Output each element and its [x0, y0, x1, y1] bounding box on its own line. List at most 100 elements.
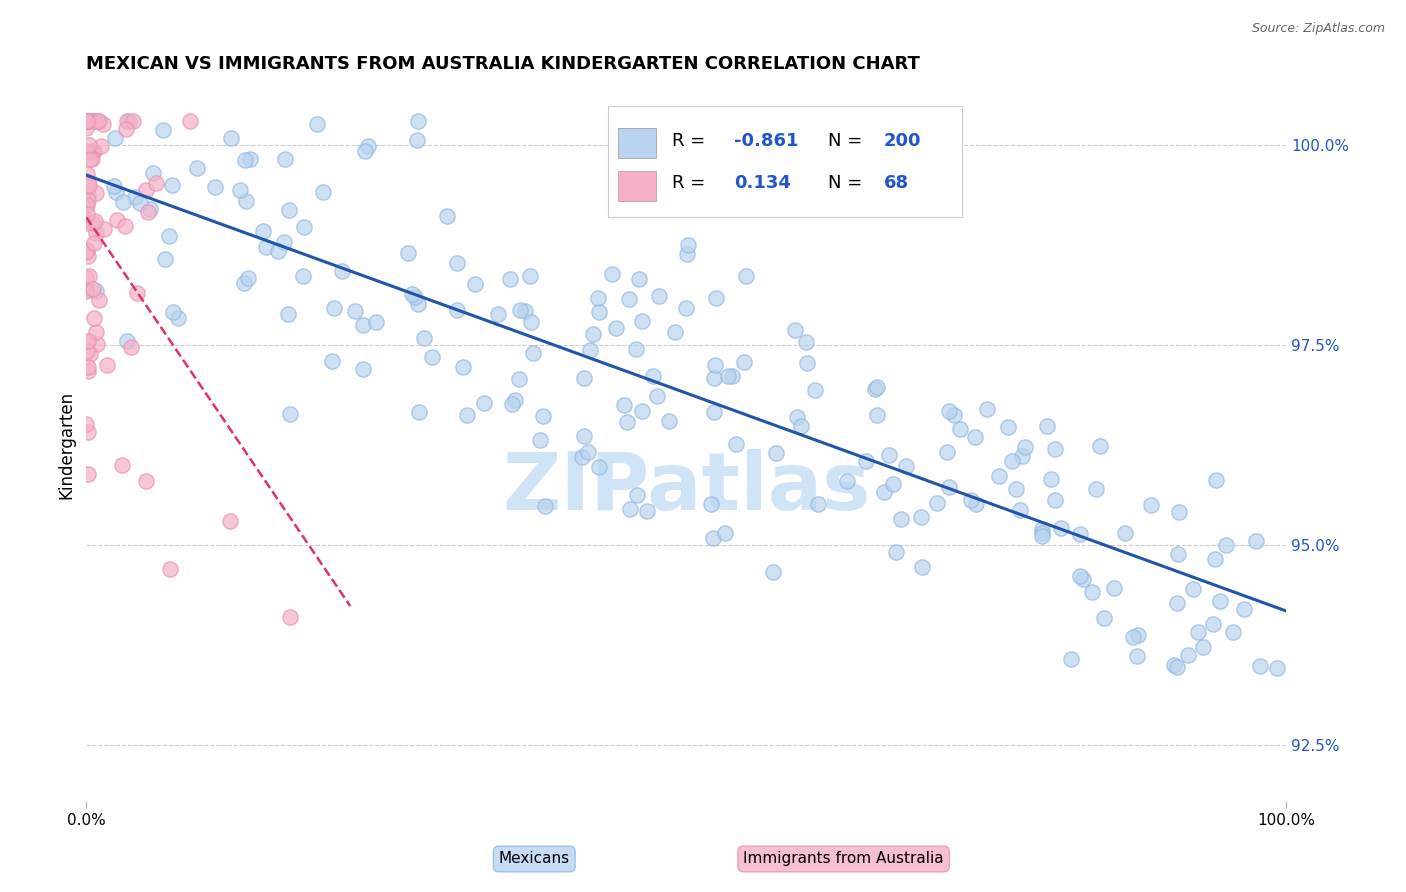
Point: [267, 244, 290, 258]
Point: [76, 360, 98, 375]
Point: [1045, 442, 1067, 456]
Point: [152, 123, 174, 137]
Point: [291, 269, 314, 284]
Point: [408, 405, 430, 419]
Point: [219, 514, 242, 528]
Point: [943, 408, 966, 422]
Text: 200: 200: [884, 132, 921, 150]
Point: [86, 337, 108, 351]
Point: [1215, 538, 1237, 552]
Point: [96, 359, 118, 373]
Point: [910, 510, 932, 524]
Point: [1205, 474, 1227, 488]
Point: [75, 335, 97, 350]
Point: [124, 189, 146, 203]
Point: [103, 179, 125, 194]
Point: [572, 428, 595, 442]
Text: ZIPatlas: ZIPatlas: [502, 449, 870, 526]
Point: [456, 408, 478, 422]
Point: [627, 272, 650, 286]
Point: [204, 179, 226, 194]
Point: [1265, 661, 1288, 675]
Point: [626, 342, 648, 356]
Point: [84, 214, 107, 228]
Point: [619, 502, 641, 516]
Point: [413, 331, 436, 345]
Point: [252, 224, 274, 238]
Point: [330, 264, 353, 278]
Point: [534, 499, 557, 513]
Point: [630, 313, 652, 327]
Point: [1090, 439, 1112, 453]
Point: [631, 404, 654, 418]
Point: [446, 255, 468, 269]
Point: [75, 284, 97, 298]
Point: [232, 276, 254, 290]
Point: [486, 307, 509, 321]
Point: [120, 339, 142, 353]
Point: [76, 244, 98, 258]
Point: [82, 145, 104, 159]
Point: [600, 267, 623, 281]
Point: [866, 408, 889, 422]
Point: [278, 203, 301, 218]
Point: [354, 144, 377, 158]
Point: [1008, 502, 1031, 516]
Point: [965, 497, 987, 511]
Point: [733, 355, 755, 369]
Point: [783, 323, 806, 337]
Point: [796, 356, 818, 370]
Point: [1080, 585, 1102, 599]
Point: [75, 113, 97, 128]
Point: [501, 397, 523, 411]
Point: [717, 369, 740, 384]
Point: [645, 389, 668, 403]
Point: [965, 430, 987, 444]
Point: [136, 204, 159, 219]
Point: [997, 420, 1019, 434]
Point: [890, 512, 912, 526]
Point: [75, 269, 97, 284]
Point: [613, 398, 636, 412]
Point: [976, 402, 998, 417]
Point: [519, 268, 541, 283]
Point: [76, 425, 98, 440]
Point: [927, 496, 949, 510]
Point: [82, 113, 104, 128]
Point: [75, 113, 97, 128]
Point: [1060, 652, 1083, 666]
Point: [157, 228, 180, 243]
Point: [366, 315, 388, 329]
Point: [1031, 525, 1053, 540]
Text: -0.861: -0.861: [734, 132, 799, 150]
Point: [79, 153, 101, 167]
Point: [790, 418, 813, 433]
Point: [648, 289, 671, 303]
Point: [1244, 534, 1267, 549]
Point: [93, 222, 115, 236]
FancyBboxPatch shape: [609, 106, 962, 217]
Point: [322, 301, 344, 316]
Point: [352, 318, 374, 332]
Point: [75, 282, 97, 296]
Point: [254, 240, 277, 254]
Bar: [617, 128, 657, 159]
Point: [83, 113, 105, 128]
Point: [1182, 582, 1205, 596]
Point: [233, 153, 256, 168]
Point: [472, 396, 495, 410]
Text: R =: R =: [672, 132, 710, 150]
Point: [714, 526, 737, 541]
Point: [1014, 440, 1036, 454]
Point: [155, 252, 177, 267]
Point: [1233, 601, 1256, 615]
Point: [420, 350, 443, 364]
Point: [239, 153, 262, 167]
Point: [84, 284, 107, 298]
Point: [1187, 624, 1209, 639]
Point: [76, 207, 98, 221]
Point: [277, 307, 299, 321]
Point: [734, 269, 756, 284]
Point: [508, 372, 530, 386]
Point: [77, 187, 100, 202]
